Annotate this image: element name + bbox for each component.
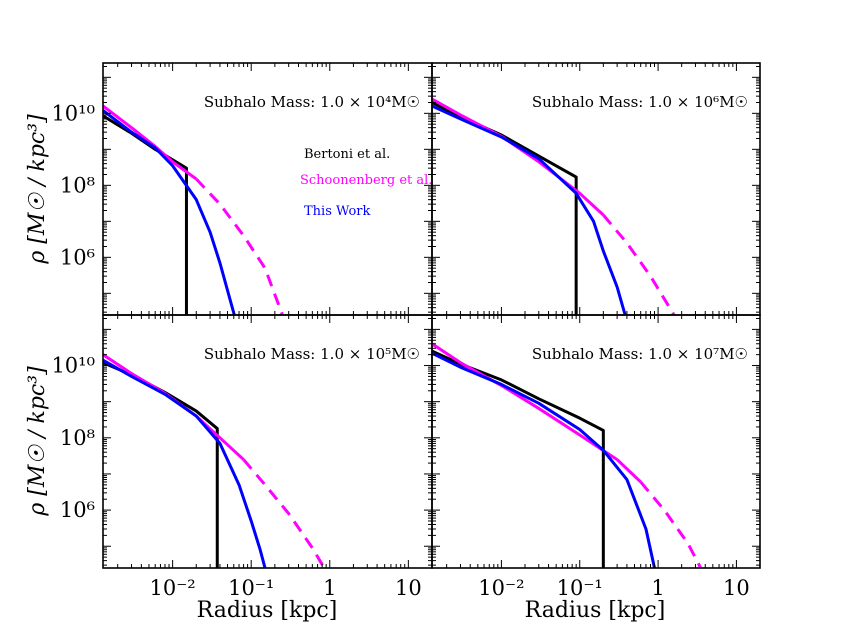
y-tick-label: 10⁸ — [60, 173, 95, 197]
y-tick-label: 10¹⁰ — [51, 354, 95, 378]
panel-series-group — [432, 342, 703, 568]
x-tick-label: 10 — [723, 576, 750, 600]
panel-series-group — [103, 353, 326, 568]
series-line-schoonenberg-et-al-extrapolated — [195, 177, 284, 315]
series-line-this-work — [432, 351, 656, 568]
panel-frame — [431, 314, 761, 569]
x-tick-label: 10⁻¹ — [557, 576, 603, 600]
x-tick-label: 10 — [395, 576, 422, 600]
series-line-this-work — [432, 104, 627, 315]
panel-title-bottom-left: Subhalo Mass: 1.0 × 10⁵M☉ — [204, 345, 420, 363]
x-tick-label: 10⁻² — [150, 576, 196, 600]
legend-entry-this-work: This Work — [304, 204, 371, 219]
x-axis-label-left: Radius [kpc] — [197, 598, 338, 623]
panel-series-group — [103, 104, 284, 315]
panel-bottom-left: 10⁶ 10⁸ 10¹⁰ 10⁻² 10⁻¹ 1 10 — [51, 314, 433, 600]
series-line-schoonenberg-et-al-extrapolated — [602, 214, 676, 315]
x-tick-label: 10⁻² — [478, 576, 524, 600]
series-line-schoonenberg-et-al-extrapolated — [639, 481, 703, 568]
panel-title-top-left: Subhalo Mass: 1.0 × 10⁴M☉ — [204, 93, 420, 111]
x-tick-label: 1 — [323, 576, 336, 600]
panel-series-group — [432, 97, 676, 315]
y-axis-label-bottom: ρ [M☉ / kpc³] — [25, 366, 50, 517]
panel-title-top-right: Subhalo Mass: 1.0 × 10⁶M☉ — [532, 93, 748, 111]
series-line-schoonenberg-et-al-extrapolated — [242, 458, 326, 568]
series-line-bertoni-et-al — [432, 101, 578, 315]
legend-entry-schoonenberg: Schoonenberg et al. — [300, 173, 432, 188]
series-line-schoonenberg-et-al — [432, 342, 642, 484]
panel-top-right — [431, 62, 761, 316]
series-line-this-work — [103, 109, 236, 315]
panel-bottom-right: 10⁻² 10⁻¹ 1 10 — [431, 314, 761, 600]
y-tick-label: 10⁸ — [60, 426, 95, 450]
legend-entry-bertoni: Bertoni et al. — [304, 147, 390, 162]
panel-title-bottom-right: Subhalo Mass: 1.0 × 10⁷M☉ — [532, 345, 748, 363]
series-line-this-work — [103, 358, 267, 568]
x-tick-label: 10⁻¹ — [228, 576, 274, 600]
x-tick-label: 1 — [651, 576, 664, 600]
x-axis-label-right: Radius [kpc] — [525, 598, 666, 623]
y-tick-label: 10¹⁰ — [51, 101, 95, 125]
y-tick-label: 10⁶ — [60, 245, 95, 269]
y-tick-label: 10⁶ — [60, 498, 95, 522]
y-axis-label-top: ρ [M☉ / kpc³] — [25, 114, 50, 265]
